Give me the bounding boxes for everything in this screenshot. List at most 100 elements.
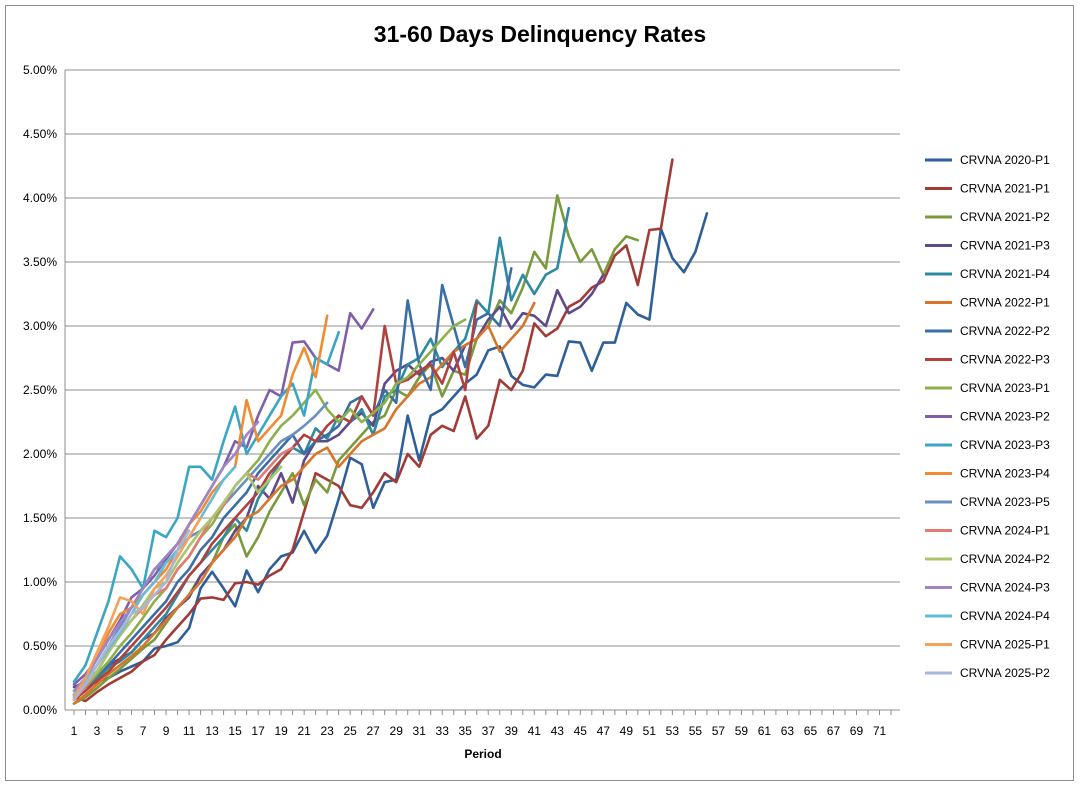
legend-item: CRVNA 2023-P3 bbox=[925, 438, 1050, 452]
series-line-crvna-2024-p3 bbox=[72, 420, 260, 693]
legend-label: CRVNA 2023-P4 bbox=[960, 467, 1050, 481]
x-tick-label: 37 bbox=[482, 724, 496, 738]
x-tick-label: 31 bbox=[413, 724, 427, 738]
legend: CRVNA 2020-P1 CRVNA 2021-P1 CRVNA 2021-P2 C… bbox=[925, 153, 1050, 680]
x-tick-label: 55 bbox=[689, 724, 703, 738]
x-tick-label: 43 bbox=[551, 724, 565, 738]
series-line-crvna-2022-p3 bbox=[72, 301, 479, 702]
legend-item: CRVNA 2025-P2 bbox=[925, 666, 1050, 680]
x-tick-label: 47 bbox=[597, 724, 611, 738]
axes: 0.00% 0.50% 1.00% 1.50% 2.00% 2.50% 3.00% 3.50%… bbox=[23, 63, 892, 738]
legend-label: CRVNA 2023-P3 bbox=[960, 438, 1050, 452]
x-tick-label: 71 bbox=[873, 724, 887, 738]
x-tick-label: 11 bbox=[183, 724, 196, 738]
series-line-crvna-2021-p3 bbox=[72, 273, 605, 689]
legend-label: CRVNA 2021-P2 bbox=[960, 210, 1050, 224]
x-tick-label: 67 bbox=[827, 724, 841, 738]
legend-label: CRVNA 2025-P2 bbox=[960, 666, 1050, 680]
x-tick-label: 1 bbox=[71, 724, 78, 738]
legend-label: CRVNA 2022-P3 bbox=[960, 353, 1050, 367]
legend-item: CRVNA 2022-P3 bbox=[925, 353, 1050, 367]
x-tick-label: 57 bbox=[712, 724, 726, 738]
legend-label: CRVNA 2023-P1 bbox=[960, 381, 1050, 395]
x-tick-label: 5 bbox=[117, 724, 124, 738]
legend-item: CRVNA 2021-P2 bbox=[925, 210, 1050, 224]
legend-item: CRVNA 2023-P5 bbox=[925, 495, 1050, 509]
y-tick-label: 4.00% bbox=[23, 191, 57, 205]
legend-label: CRVNA 2021-P4 bbox=[960, 267, 1050, 281]
legend-item: CRVNA 2023-P4 bbox=[925, 467, 1050, 481]
series-line-crvna-2024-p2 bbox=[72, 465, 283, 699]
x-tick-label: 69 bbox=[850, 724, 864, 738]
series-lines bbox=[72, 158, 709, 705]
legend-label: CRVNA 2025-P1 bbox=[960, 638, 1050, 652]
y-tick-label: 1.50% bbox=[23, 511, 57, 525]
gridlines bbox=[65, 69, 900, 711]
legend-label: CRVNA 2022-P1 bbox=[960, 296, 1050, 310]
legend-item: CRVNA 2022-P1 bbox=[925, 296, 1050, 310]
x-tick-label: 35 bbox=[459, 724, 473, 738]
y-tick-label: 1.00% bbox=[23, 575, 57, 589]
x-tick-label: 61 bbox=[758, 724, 772, 738]
y-tick-label: 3.00% bbox=[23, 319, 57, 333]
legend-item: CRVNA 2024-P3 bbox=[925, 581, 1050, 595]
legend-item: CRVNA 2021-P4 bbox=[925, 267, 1050, 281]
x-tick-label: 59 bbox=[735, 724, 749, 738]
x-tick-label: 25 bbox=[343, 724, 357, 738]
y-tick-label: 0.00% bbox=[23, 703, 57, 717]
x-tick-label: 49 bbox=[620, 724, 634, 738]
x-tick-label: 15 bbox=[228, 724, 242, 738]
x-axis-label: Period bbox=[464, 747, 501, 761]
series-line-crvna-2022-p2 bbox=[72, 267, 513, 696]
x-tick-label: 41 bbox=[528, 724, 542, 738]
series-line-crvna-2024-p4 bbox=[72, 465, 237, 696]
x-tick-label: 13 bbox=[205, 724, 219, 738]
x-tick-label: 65 bbox=[804, 724, 818, 738]
legend-label: CRVNA 2021-P3 bbox=[960, 239, 1050, 253]
legend-item: CRVNA 2020-P1 bbox=[925, 153, 1050, 167]
series-line-crvna-2023-p3 bbox=[72, 331, 341, 684]
legend-label: CRVNA 2024-P3 bbox=[960, 581, 1050, 595]
x-tick-label: 19 bbox=[274, 724, 288, 738]
series-line-crvna-2023-p4 bbox=[72, 314, 329, 699]
legend-item: CRVNA 2021-P1 bbox=[925, 182, 1050, 196]
x-tick-label: 9 bbox=[163, 724, 170, 738]
x-tick-label: 21 bbox=[297, 724, 311, 738]
x-tick-label: 3 bbox=[94, 724, 101, 738]
legend-item: CRVNA 2022-P2 bbox=[925, 324, 1050, 338]
legend-item: CRVNA 2023-P2 bbox=[925, 410, 1050, 424]
legend-label: CRVNA 2022-P2 bbox=[960, 324, 1050, 338]
x-tick-label: 27 bbox=[367, 724, 381, 738]
series-line-crvna-2025-p1 bbox=[72, 516, 202, 699]
chart-title: 31-60 Days Delinquency Rates bbox=[374, 21, 706, 47]
x-tick-label: 17 bbox=[251, 724, 265, 738]
y-tick-label: 4.50% bbox=[23, 127, 57, 141]
x-tick-label: 33 bbox=[436, 724, 450, 738]
series-line-crvna-2021-p2 bbox=[72, 194, 640, 705]
x-tick-label: 53 bbox=[666, 724, 680, 738]
legend-item: CRVNA 2025-P1 bbox=[925, 638, 1050, 652]
x-tick-label: 45 bbox=[574, 724, 588, 738]
legend-label: CRVNA 2024-P1 bbox=[960, 524, 1050, 538]
x-tick-label: 51 bbox=[643, 724, 657, 738]
x-tick-label: 7 bbox=[140, 724, 147, 738]
legend-label: CRVNA 2020-P1 bbox=[960, 153, 1050, 167]
x-tick-label: 23 bbox=[320, 724, 334, 738]
y-tick-label: 2.50% bbox=[23, 383, 57, 397]
legend-label: CRVNA 2023-P2 bbox=[960, 410, 1050, 424]
legend-item: CRVNA 2023-P1 bbox=[925, 381, 1050, 395]
y-tick-label: 5.00% bbox=[23, 63, 57, 77]
series-line-crvna-2022-p1 bbox=[72, 301, 536, 705]
x-tick-label: 63 bbox=[781, 724, 795, 738]
legend-label: CRVNA 2024-P2 bbox=[960, 552, 1050, 566]
y-tick-label: 0.50% bbox=[23, 639, 57, 653]
y-tick-label: 2.00% bbox=[23, 447, 57, 461]
legend-item: CRVNA 2021-P3 bbox=[925, 239, 1050, 253]
series-line-crvna-2025-p2 bbox=[72, 529, 191, 702]
y-tick-label: 3.50% bbox=[23, 255, 57, 269]
legend-item: CRVNA 2024-P4 bbox=[925, 609, 1050, 623]
x-tick-label: 29 bbox=[390, 724, 404, 738]
legend-item: CRVNA 2024-P1 bbox=[925, 524, 1050, 538]
series-line-crvna-2020-p1 bbox=[72, 212, 709, 696]
